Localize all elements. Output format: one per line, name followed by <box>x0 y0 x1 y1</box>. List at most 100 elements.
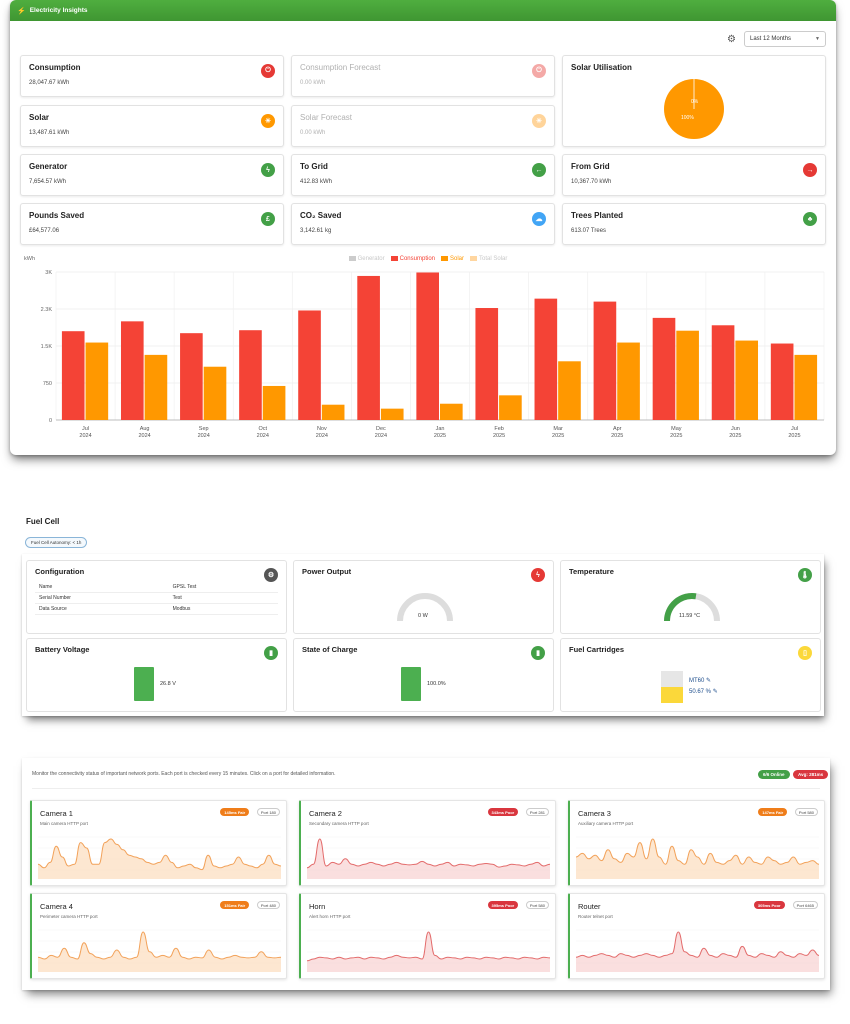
x-tick-year: 2025 <box>552 433 564 439</box>
port-name: Horn <box>309 902 326 911</box>
fuel-icon: ▯ <box>798 646 812 660</box>
port-status-badge: 151ms Fair <box>220 901 250 909</box>
port-card-horn[interactable]: Horn Alert horn HTTP port 395ms Poor Port 5… <box>299 893 556 979</box>
port-card-camera-1[interactable]: Camera 1 Main camera HTTP port 145ms Fair P… <box>30 800 287 886</box>
configuration-card: Configuration ⚙ Name GPSL Test Serial Nu… <box>26 560 287 634</box>
solar-utilisation-card[interactable]: Solar Utilisation 0% 100% <box>562 55 826 147</box>
electricity-insights-panel: ⚡ Electricity Insights ⚙ Last 12 Months … <box>10 0 836 455</box>
bar-consumption-mar-2025[interactable] <box>534 298 558 420</box>
x-tick-year: 2025 <box>434 433 446 439</box>
bar-consumption-dec-2024[interactable] <box>357 275 380 420</box>
bar-solar-oct-2024[interactable] <box>262 385 286 420</box>
latency-sparkline <box>576 929 819 972</box>
bar-solar-mar-2025[interactable] <box>558 361 581 420</box>
battery-icon: ▮ <box>264 646 278 660</box>
table-row: Serial Number Test <box>35 592 278 604</box>
online-count-pill: 6/6 Online <box>758 770 790 779</box>
port-description: Router telnet port <box>578 914 613 919</box>
period-select[interactable]: Last 12 Months ▼ <box>744 31 826 47</box>
legend-item-consumption[interactable]: Consumption <box>390 256 435 262</box>
port-status-badge: 145ms Fair <box>220 808 250 816</box>
sparkline-line <box>307 931 550 962</box>
bar-consumption-jul-2024[interactable] <box>61 331 85 420</box>
sparkline-area <box>576 932 819 972</box>
bar-consumption-aug-2024[interactable] <box>120 321 144 420</box>
legend-item-generator[interactable]: Generator <box>348 256 385 262</box>
fuel-cartridge-model[interactable]: MT60 ✎ <box>689 677 711 684</box>
bar-consumption-sep-2024[interactable] <box>180 333 203 420</box>
state-of-charge-card: State of Charge ▮ 100.0% <box>293 638 554 712</box>
gauge-track <box>397 593 453 622</box>
bar-solar-jul-2024[interactable] <box>85 342 109 420</box>
config-key: Data Source <box>35 603 169 615</box>
bar-solar-jan-2025[interactable] <box>440 403 463 420</box>
card-title: To Grid <box>300 162 328 171</box>
port-card-router[interactable]: Router Router telnet port 305ms Poor Port 6… <box>568 893 825 979</box>
bar-solar-feb-2025[interactable] <box>499 395 522 420</box>
solar-card[interactable]: Solar 13,487.61 kWh ☀ <box>20 105 284 147</box>
bar-solar-dec-2024[interactable] <box>380 408 404 420</box>
bar-consumption-jul-2025[interactable] <box>770 343 794 420</box>
pounds-saved-card[interactable]: Pounds Saved £64,577.06 £ <box>20 203 284 245</box>
x-tick-year: 2024 <box>257 433 269 439</box>
bar-solar-nov-2024[interactable] <box>321 404 345 420</box>
bar-solar-sep-2024[interactable] <box>203 366 227 420</box>
pie-label-100: 100% <box>681 115 694 121</box>
bar-solar-apr-2025[interactable] <box>617 342 640 420</box>
power-output-value: 0 W <box>418 613 428 619</box>
sun-icon: ☀ <box>261 114 275 128</box>
card-title: Configuration <box>35 567 85 576</box>
gear-icon[interactable]: ⚙ <box>264 568 278 582</box>
from-grid-card[interactable]: From Grid 10,367.70 kWh → <box>562 154 826 196</box>
config-key: Serial Number <box>35 592 169 604</box>
panel-title: Electricity Insights <box>29 7 88 14</box>
bar-consumption-feb-2025[interactable] <box>475 308 499 420</box>
port-description: Perimeter camera HTTP port <box>40 914 98 919</box>
bar-consumption-oct-2024[interactable] <box>239 330 262 420</box>
bar-consumption-jun-2025[interactable] <box>711 325 735 420</box>
state-of-charge-bar <box>401 667 421 701</box>
pencil-icon[interactable]: ✎ <box>706 678 712 684</box>
co2-saved-card[interactable]: CO₂ Saved 3,142.61 kg ☁ <box>291 203 555 245</box>
card-title: Consumption <box>29 63 81 72</box>
fuel-cartridge-level-text[interactable]: 50.67 % ✎ <box>689 688 718 695</box>
port-card-camera-2[interactable]: Camera 2 Secondary camera HTTP port 343ms … <box>299 800 556 886</box>
bar-consumption-jan-2025[interactable] <box>416 272 439 420</box>
gear-icon[interactable]: ⚙ <box>727 33 736 45</box>
bar-solar-may-2025[interactable] <box>676 330 699 420</box>
consumption-forecast-card[interactable]: Consumption Forecast 0.00 kWh ⏻ <box>291 55 555 97</box>
solar-forecast-card[interactable]: Solar Forecast 0.00 kWh ☀ <box>291 105 555 147</box>
latency-sparkline <box>307 929 550 972</box>
legend-item-solar[interactable]: Solar <box>441 256 464 262</box>
energy-bar-chart: Generator Consumption Solar Total Solar kWh… <box>24 252 832 447</box>
fuel-cartridge-level <box>661 686 683 703</box>
consumption-card[interactable]: Consumption 28,047.67 kWh ⏻ <box>20 55 284 97</box>
legend-swatch <box>441 256 448 261</box>
port-name: Camera 1 <box>40 809 73 818</box>
pencil-icon[interactable]: ✎ <box>712 689 718 695</box>
cloud-icon: ☁ <box>532 212 546 226</box>
fuel-cartridge-level-value: 50.67 % <box>689 689 712 695</box>
bar-solar-aug-2024[interactable] <box>144 354 168 420</box>
trees-planted-card[interactable]: Trees Planted 613.07 Trees ♣ <box>562 203 826 245</box>
config-key: Name <box>35 582 169 593</box>
bar-solar-jun-2025[interactable] <box>735 340 759 420</box>
sparkline-line <box>38 931 281 960</box>
x-tick-year: 2025 <box>729 433 741 439</box>
bar-consumption-nov-2024[interactable] <box>298 310 321 420</box>
to-grid-card[interactable]: To Grid 412.83 kWh ← <box>291 154 555 196</box>
sparkline-area <box>38 932 281 972</box>
bar-consumption-apr-2025[interactable] <box>593 301 617 420</box>
network-ports-panel: Monitor the connectivity status of impor… <box>22 758 830 990</box>
x-tick-label: Aug <box>140 426 150 432</box>
legend-item-total-solar[interactable]: Total Solar <box>470 256 507 262</box>
port-card-camera-3[interactable]: Camera 3 Auxiliary camera HTTP port 147ms … <box>568 800 825 886</box>
x-tick-year: 2024 <box>79 433 91 439</box>
port-card-camera-4[interactable]: Camera 4 Perimeter camera HTTP port 151ms … <box>30 893 287 979</box>
sparkline-area <box>576 839 819 879</box>
fuel-cell-panel: Configuration ⚙ Name GPSL Test Serial Nu… <box>22 554 824 716</box>
generator-card[interactable]: Generator 7,654.57 kWh ϟ <box>20 154 284 196</box>
bar-consumption-may-2025[interactable] <box>652 317 676 420</box>
bar-solar-jul-2025[interactable] <box>794 354 818 420</box>
card-value: 613.07 Trees <box>571 228 607 234</box>
